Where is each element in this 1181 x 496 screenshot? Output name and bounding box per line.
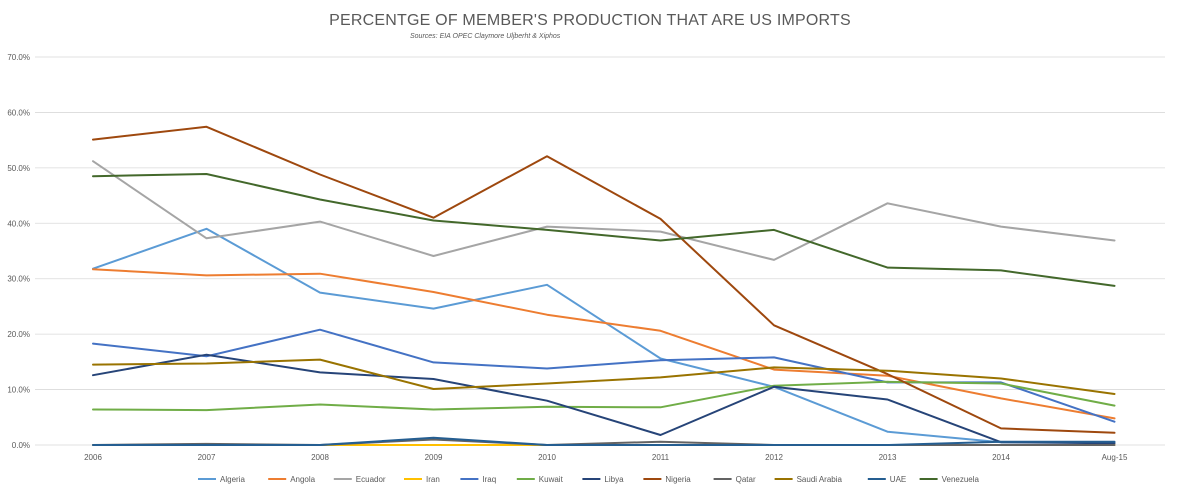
legend-item-uae: UAE <box>867 475 906 484</box>
series-line-algeria <box>92 227 1116 444</box>
x-tick-label: 2013 <box>879 453 897 462</box>
y-tick-label: 50.0% <box>7 164 30 173</box>
legend: Algeria Angola Ecuador Iran Iraq Kuwait Libya N… <box>198 475 980 484</box>
x-tick-label: 2012 <box>765 453 783 462</box>
legend-label: Algeria <box>220 475 245 484</box>
y-tick-label: 40.0% <box>7 219 30 228</box>
legend-item-qatar: Qatar <box>713 475 756 484</box>
legend-item-venezuela: Venezuela <box>919 475 980 484</box>
legend-item-algeria: Algeria <box>198 475 245 484</box>
legend-item-libya: Libya <box>582 475 624 484</box>
legend-item-kuwait: Kuwait <box>516 475 564 484</box>
series-line-ecuador <box>92 160 1116 261</box>
y-tick-label: 70.0% <box>7 53 30 62</box>
series-line-kuwait <box>92 380 1116 412</box>
legend-item-iran: Iran <box>404 475 440 484</box>
legend-label: UAE <box>890 475 906 484</box>
series-line-venezuela <box>92 173 1116 287</box>
x-tick-label: 2007 <box>198 453 216 462</box>
legend-item-nigeria: Nigeria <box>643 475 691 484</box>
legend-label: Kuwait <box>539 475 564 484</box>
chart-title: PERCENTGE OF MEMBER'S PRODUCTION THAT AR… <box>329 12 851 29</box>
x-tick-label: Aug-15 <box>1102 453 1128 462</box>
legend-item-iraq: Iraq <box>460 475 496 484</box>
legend-item-ecuador: Ecuador <box>333 475 386 484</box>
legend-label: Venezuela <box>942 475 980 484</box>
y-axis: 0.0% 10.0% 20.0% 30.0% 40.0% 50.0% 60.0% 70.0% <box>7 53 30 450</box>
x-tick-label: 2009 <box>425 453 443 462</box>
chart-subtitle: Sources: EIA OPEC Claymore Uljberht & Xi… <box>410 33 561 40</box>
x-tick-label: 2014 <box>992 453 1010 462</box>
x-tick-label: 2010 <box>538 453 556 462</box>
series-line-saudi-arabia <box>92 358 1116 395</box>
y-tick-label: 60.0% <box>7 108 30 117</box>
legend-label: Qatar <box>736 475 756 484</box>
legend-label: Libya <box>604 475 624 484</box>
series-line-nigeria <box>92 125 1116 434</box>
y-tick-label: 0.0% <box>12 441 30 450</box>
legend-label: Ecuador <box>356 475 386 484</box>
grid-lines <box>35 56 1165 446</box>
x-tick-label: 2011 <box>652 453 670 462</box>
series-line-libya <box>92 353 1116 445</box>
legend-label: Nigeria <box>665 475 691 484</box>
legend-label: Iraq <box>482 475 496 484</box>
x-tick-label: 2006 <box>84 453 102 462</box>
legend-label: Angola <box>290 475 315 484</box>
y-tick-label: 30.0% <box>7 275 30 284</box>
y-tick-label: 10.0% <box>7 386 30 395</box>
legend-item-angola: Angola <box>268 475 316 484</box>
legend-item-saudi-arabia: Saudi Arabia <box>774 475 843 484</box>
legend-label: Saudi Arabia <box>797 475 843 484</box>
x-tick-label: 2008 <box>311 453 329 462</box>
y-tick-label: 20.0% <box>7 330 30 339</box>
series-lines <box>92 125 1116 446</box>
legend-label: Iran <box>426 475 440 484</box>
series-line-angola <box>92 268 1116 420</box>
x-axis: 2006 2007 2008 2009 2010 2011 2012 2013 2014 Aug-… <box>84 453 1128 462</box>
series-line-uae <box>92 436 1116 446</box>
